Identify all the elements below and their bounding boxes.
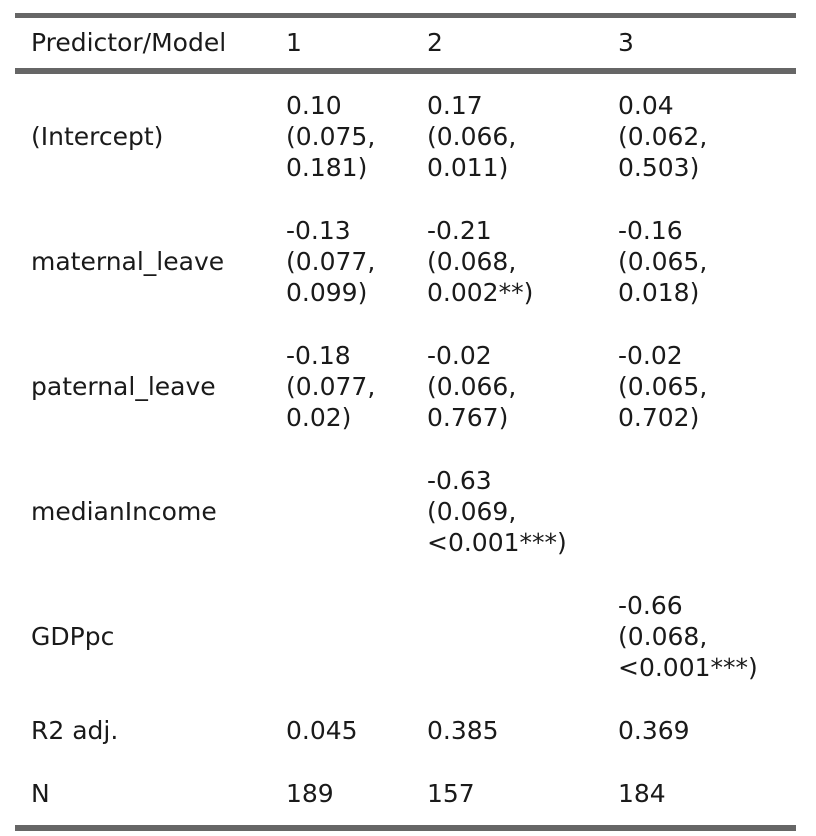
cell-model-2: 0.17 (0.066, 0.011) [427,90,517,182]
header-row: Predictor/Model 1 2 3 [15,15,796,74]
row-n: N 189 157 184 [15,762,796,828]
cell-model-1: -0.13 (0.077, 0.099) [286,215,376,307]
cell-model-1 [286,449,427,574]
row-paternal-leave: paternal_leave -0.18 (0.077, 0.02) -0.02… [15,324,796,449]
header-model-2: 2 [427,15,618,74]
cell-model-1: 0.045 [286,715,358,745]
row-label: medianIncome [31,496,217,526]
header-model-1: 1 [286,15,427,74]
cell-model-2: -0.63 (0.069, <0.001***) [427,465,567,557]
regression-table-container: Predictor/Model 1 2 3 (Intercept) 0.10 (… [15,13,796,831]
cell-model-1 [286,574,427,699]
cell-model-1: 0.10 (0.075, 0.181) [286,90,376,182]
cell-model-2: 157 [427,778,475,808]
row-intercept: (Intercept) 0.10 (0.075, 0.181) 0.17 (0.… [15,71,796,199]
header-predictor-model: Predictor/Model [15,15,286,74]
cell-model-2: -0.02 (0.066, 0.767) [427,340,517,432]
header-model-3: 3 [618,15,796,74]
row-label: (Intercept) [31,121,164,151]
row-label: GDPpc [31,621,115,651]
row-maternal-leave: maternal_leave -0.13 (0.077, 0.099) -0.2… [15,199,796,324]
cell-model-1: -0.18 (0.077, 0.02) [286,340,376,432]
cell-model-3: 0.369 [618,715,690,745]
row-label: R2 adj. [31,715,119,745]
row-r2-adj: R2 adj. 0.045 0.385 0.369 [15,699,796,762]
cell-model-3: -0.16 (0.065, 0.018) [618,215,708,307]
cell-model-3: 184 [618,778,666,808]
row-label: maternal_leave [31,246,225,276]
regression-table: Predictor/Model 1 2 3 (Intercept) 0.10 (… [15,13,796,831]
cell-model-1: 189 [286,778,334,808]
cell-model-3 [618,449,796,574]
row-label: N [31,778,50,808]
cell-model-2: -0.21 (0.068, 0.002**) [427,215,534,307]
row-label: paternal_leave [31,371,216,401]
cell-model-2: 0.385 [427,715,499,745]
cell-model-3: -0.66 (0.068, <0.001***) [618,590,758,682]
cell-model-3: -0.02 (0.065, 0.702) [618,340,708,432]
row-gdppc: GDPpc -0.66 (0.068, <0.001***) [15,574,796,699]
row-median-income: medianIncome -0.63 (0.069, <0.001***) [15,449,796,574]
cell-model-2 [427,574,618,699]
cell-model-3: 0.04 (0.062, 0.503) [618,90,708,182]
